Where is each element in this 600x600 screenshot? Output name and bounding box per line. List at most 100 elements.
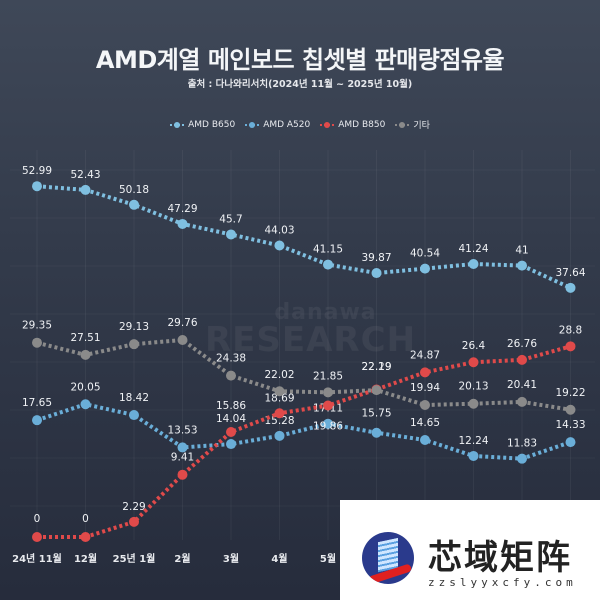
data-label: 9.41 [171,452,194,464]
data-label: 22.19 [361,361,391,373]
data-label: 15.28 [264,415,294,427]
data-point[interactable] [517,354,527,365]
data-label: 13.53 [167,424,197,436]
data-point[interactable] [32,181,42,192]
data-point[interactable] [274,386,285,397]
data-point[interactable] [420,399,430,410]
x-axis-tick-label: 2월 [174,553,190,565]
legend-label: AMD A520 [263,119,311,130]
data-label: 0 [34,513,41,525]
data-label: 37.64 [555,267,585,279]
data-point[interactable] [517,453,527,464]
series-amd-b850: 0 0 2.29 9.41 15.86 18.69 19.86 24.87 26.4 26.76 2… [32,324,582,542]
data-label: 52.99 [22,165,52,177]
data-label: 19.22 [555,387,585,399]
data-point[interactable] [129,199,139,210]
data-point[interactable] [420,435,430,446]
data-label: 45.7 [219,213,242,225]
series-amd-a520: 17.6520.0518.4213.5314.0415.2817.1115.75… [22,381,586,464]
data-point[interactable] [323,387,333,398]
data-point[interactable] [323,400,333,411]
data-point[interactable] [468,357,479,368]
data-label: 18.69 [264,392,294,404]
legend-swatch-icon [170,121,185,128]
series-line [36,337,571,412]
legend-swatch-icon [245,121,260,128]
data-point[interactable] [323,259,333,270]
data-point[interactable] [177,469,188,480]
data-point[interactable] [129,339,139,350]
data-point[interactable] [177,218,188,229]
data-label: 39.87 [361,252,391,264]
data-point[interactable] [323,418,333,429]
data-label: 22.02 [264,369,294,381]
data-point[interactable] [226,370,236,381]
data-point[interactable] [129,410,139,421]
data-label: 19.94 [410,382,440,394]
data-label: 24.87 [410,349,440,361]
data-point[interactable] [80,349,91,360]
legend-item-a520[interactable]: AMD A520 [245,118,310,131]
legend-label: AMD B650 [188,119,236,130]
data-point[interactable] [468,398,479,409]
data-label: 19.86 [313,421,343,433]
legend-swatch-icon [320,121,335,128]
data-point[interactable] [177,334,188,345]
data-label: 14.33 [555,419,585,431]
data-label: 41.24 [458,243,488,255]
data-point[interactable] [226,229,236,240]
data-point[interactable] [468,258,479,269]
legend-item-b850[interactable]: AMD B850 [320,118,385,131]
data-point[interactable] [371,427,382,438]
x-axis-tick-label: 25년 1월 [113,552,156,565]
data-label: 29.13 [119,321,149,333]
data-point[interactable] [565,404,576,415]
data-point[interactable] [274,240,285,251]
series-line [36,184,572,290]
data-label: 11.83 [507,438,537,450]
series-line [37,344,572,539]
data-label: 15.75 [361,408,391,420]
data-point[interactable] [129,516,139,527]
data-label: 26.4 [462,340,486,352]
data-point[interactable] [565,341,576,352]
legend-label: 기타 [413,121,430,131]
data-label: 17.65 [22,397,52,409]
legend-item-other[interactable]: 기타 [395,118,430,131]
data-point[interactable] [420,367,430,378]
data-label: 12.24 [458,435,488,447]
logo-url: zzslyyxcfy.com [428,576,577,589]
data-point[interactable] [177,442,188,453]
legend-item-b650[interactable]: AMD B650 [170,118,235,131]
series-line [36,402,572,461]
data-point[interactable] [420,263,430,274]
data-point[interactable] [80,399,91,410]
data-label: 26.76 [507,338,537,350]
series-amd-b650: 52.99 52.43 50.18 47.29 45.7 44.03 41.15 39.87 4… [22,165,586,293]
data-point[interactable] [32,532,42,542]
data-point[interactable] [517,396,527,407]
data-label: 27.51 [70,332,100,344]
data-label: 22.29 [361,361,391,373]
danawa-research-watermark: danawa RESEARCH [205,300,417,360]
data-point[interactable] [565,282,576,293]
data-point[interactable] [32,415,42,426]
data-label: 40.54 [410,248,440,260]
data-label: 47.29 [167,203,197,215]
data-point[interactable] [274,408,285,419]
data-point[interactable] [371,385,382,396]
data-point[interactable] [226,427,236,438]
data-point[interactable] [32,337,42,348]
logo-name: 芯域矩阵 [428,538,572,578]
data-point[interactable] [80,532,91,542]
data-point[interactable] [468,450,479,461]
data-label: 44.03 [264,225,294,237]
data-point[interactable] [371,268,382,279]
data-point[interactable] [565,437,576,448]
data-point[interactable] [274,430,285,441]
data-label: 52.43 [70,169,100,181]
data-point[interactable] [80,184,91,195]
data-point[interactable] [226,439,236,450]
data-point[interactable] [517,260,527,271]
